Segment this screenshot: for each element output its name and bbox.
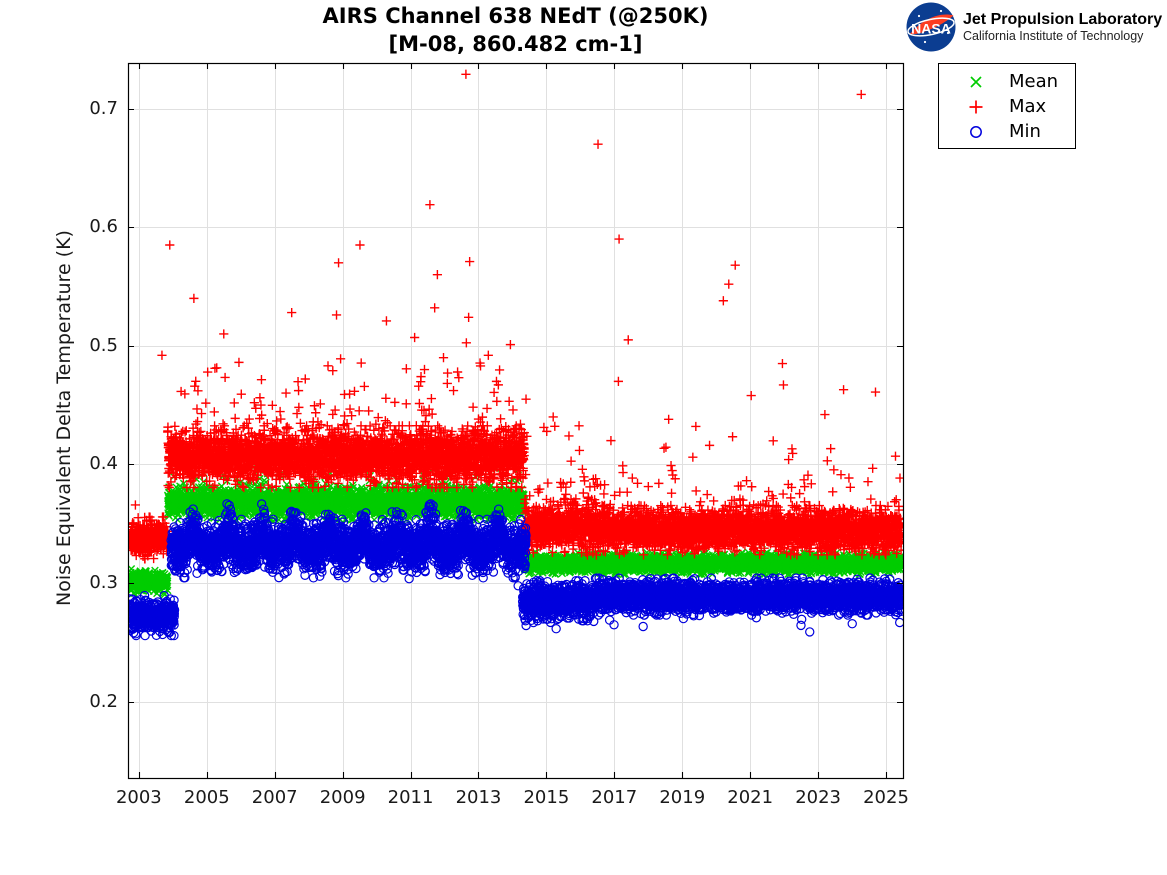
x-tick-label: 2025 bbox=[863, 787, 909, 808]
x-tick-label: 2009 bbox=[319, 787, 366, 808]
legend-label-min: Min bbox=[1009, 121, 1041, 142]
chart-title-line2: [M-08, 860.482 cm-1] bbox=[388, 32, 643, 56]
x-tick-label: 2017 bbox=[591, 787, 638, 808]
y-tick-label: 0.5 bbox=[89, 334, 118, 356]
legend-label-mean: Mean bbox=[1009, 71, 1059, 92]
min-circle-icon bbox=[970, 125, 982, 138]
x-tick-label: 2007 bbox=[251, 787, 298, 808]
y-tick-label: 0.6 bbox=[89, 216, 118, 238]
x-tick-label: 2021 bbox=[727, 787, 774, 808]
jpl-logo-text: Jet Propulsion Laboratory California Ins… bbox=[963, 11, 1162, 44]
y-axis-label: Noise Equivalent Delta Temperature (K) bbox=[53, 230, 75, 606]
y-tick-label: 0.4 bbox=[89, 453, 118, 475]
max-plus-icon bbox=[969, 100, 983, 113]
jpl-logo: NASA Jet Propulsion Laboratory Californi… bbox=[906, 1, 1166, 53]
caltech-name: California Institute of Technology bbox=[963, 28, 1144, 43]
y-tick-label: 0.3 bbox=[89, 571, 118, 593]
legend-item-max: Max bbox=[939, 94, 1075, 119]
legend-label-max: Max bbox=[1009, 96, 1047, 117]
x-tick-label: 2015 bbox=[523, 787, 570, 808]
legend-item-mean: Mean bbox=[939, 69, 1075, 94]
x-tick-label: 2019 bbox=[659, 787, 706, 808]
chart-title: AIRS Channel 638 NEdT (@250K) [M-08, 860… bbox=[128, 2, 903, 58]
x-tick-label: 2023 bbox=[795, 787, 841, 808]
x-tick-label: 2013 bbox=[455, 787, 502, 808]
jpl-name: Jet Propulsion Laboratory bbox=[963, 10, 1163, 28]
chart-title-line1: AIRS Channel 638 NEdT (@250K) bbox=[322, 4, 709, 28]
nasa-text: NASA bbox=[911, 21, 951, 37]
mean-x-icon bbox=[970, 75, 982, 88]
y-tick-label: 0.7 bbox=[89, 97, 118, 119]
x-tick-label: 2003 bbox=[115, 787, 162, 808]
legend-item-min: Min bbox=[939, 119, 1075, 144]
x-tick-label: 2011 bbox=[387, 787, 434, 808]
nasa-meatball-icon: NASA bbox=[906, 2, 956, 52]
legend: Mean Max Min bbox=[938, 63, 1076, 149]
y-tick-label: 0.2 bbox=[89, 690, 118, 712]
x-tick-label: 2005 bbox=[183, 787, 230, 808]
